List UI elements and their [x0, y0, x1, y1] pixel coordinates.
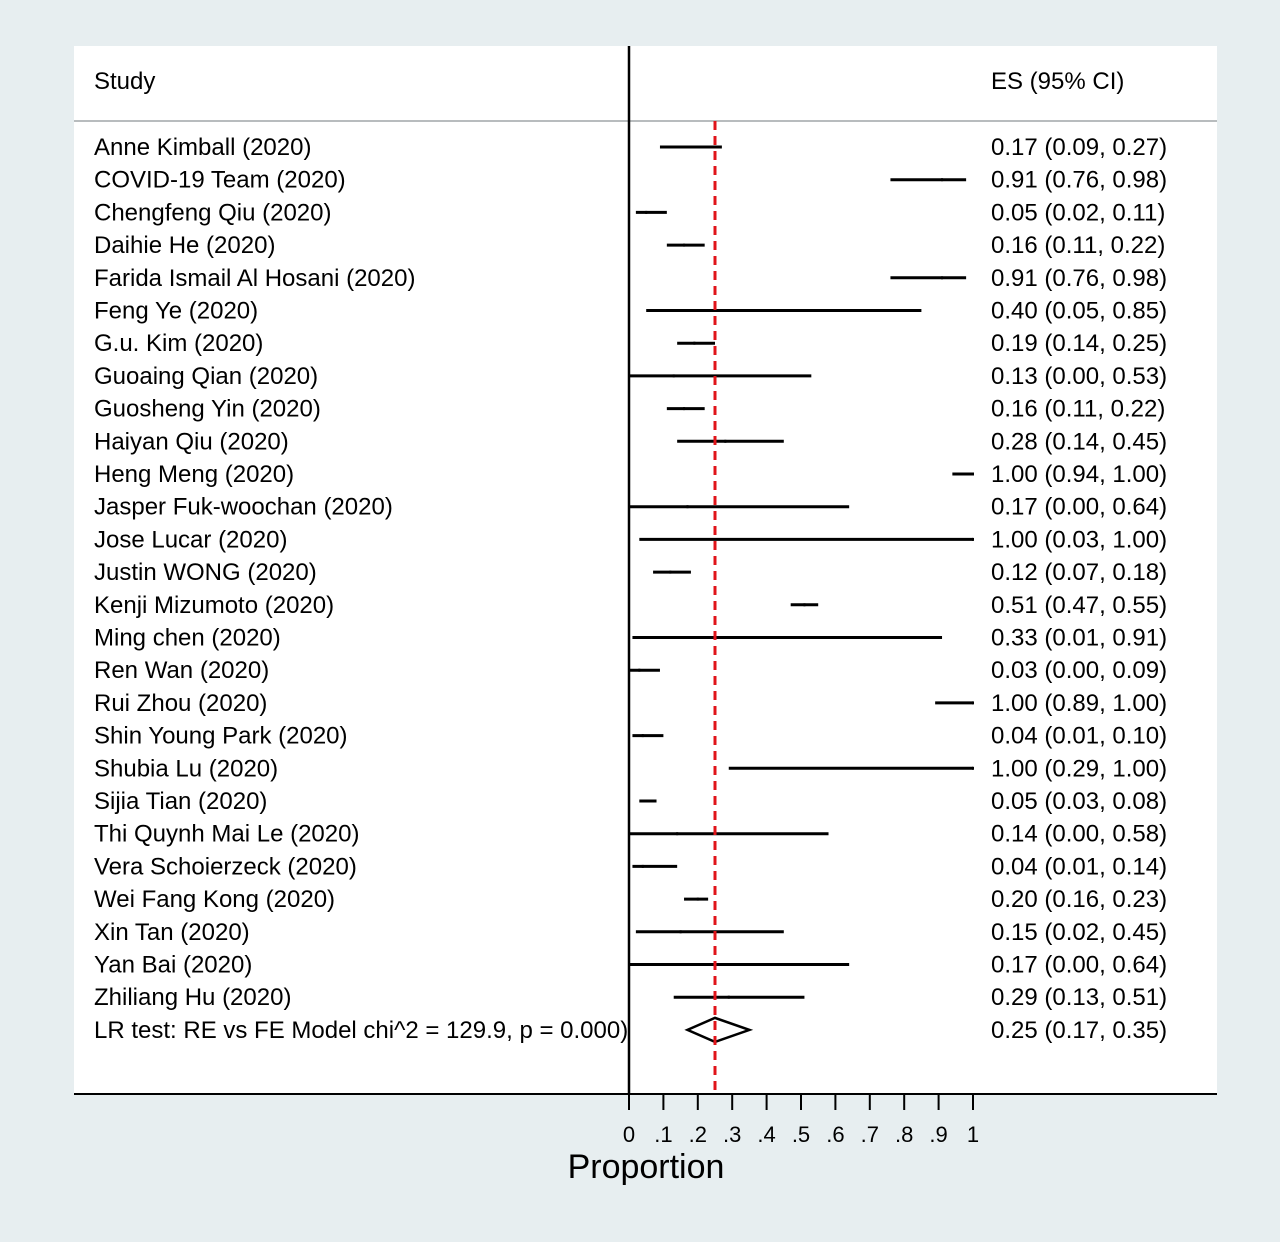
- effect-size-label: 0.16 (0.11, 0.22): [991, 232, 1165, 259]
- effect-size-label: 0.28 (0.14, 0.45): [991, 428, 1167, 455]
- overall-effect-label: 0.25 (0.17, 0.35): [991, 1017, 1167, 1044]
- effect-size-label: 0.15 (0.02, 0.45): [991, 919, 1167, 946]
- x-ticks: 0 .1 .2 .3 .4 .5 .6 .7 .8 .9 1: [623, 1094, 979, 1147]
- study-name: Ming chen (2020): [94, 625, 281, 652]
- effect-size-label: 0.91 (0.76, 0.98): [991, 167, 1167, 194]
- effect-size-label: 0.05 (0.02, 0.11): [991, 199, 1165, 226]
- effect-size-label: 0.33 (0.01, 0.91): [991, 625, 1167, 652]
- study-name: Haiyan Qiu (2020): [94, 428, 289, 455]
- study-name: Shubia Lu (2020): [94, 755, 278, 782]
- study-name: Daihie He (2020): [94, 232, 275, 259]
- effect-size-label: 1.00 (0.94, 1.00): [991, 461, 1167, 488]
- effect-size-label: 0.91 (0.76, 0.98): [991, 265, 1167, 292]
- x-tick-label: .8: [895, 1122, 913, 1147]
- effect-size-label: 0.04 (0.01, 0.10): [991, 723, 1167, 750]
- effect-size-label: 0.17 (0.09, 0.27): [991, 134, 1167, 161]
- ci-marks: [629, 145, 974, 1044]
- effect-size-label: 0.19 (0.14, 0.25): [991, 330, 1167, 357]
- effect-size-label: 0.17 (0.00, 0.64): [991, 952, 1167, 979]
- x-tick-label: .9: [929, 1122, 947, 1147]
- study-name: Thi Quynh Mai Le (2020): [94, 821, 359, 848]
- study-name: Jasper Fuk-woochan (2020): [94, 494, 393, 521]
- study-name: Sijia Tian (2020): [94, 788, 267, 815]
- study-name: Feng Ye (2020): [94, 298, 258, 325]
- study-name: Vera Schoierzeck (2020): [94, 853, 357, 880]
- study-name: Farida Ismail Al Hosani (2020): [94, 265, 415, 292]
- study-name: Anne Kimball (2020): [94, 134, 311, 161]
- x-tick-label: .2: [689, 1122, 707, 1147]
- study-name: Jose Lucar (2020): [94, 526, 287, 553]
- study-name: G.u. Kim (2020): [94, 330, 263, 357]
- effect-size-label: 0.40 (0.05, 0.85): [991, 298, 1167, 325]
- study-name: Justin WONG (2020): [94, 559, 317, 586]
- es-column-header: ES (95% CI): [991, 68, 1124, 95]
- study-name: Shin Young Park (2020): [94, 723, 348, 750]
- es-labels: 0.17 (0.09, 0.27) 0.91 (0.76, 0.98) 0.05 (…: [991, 134, 1167, 1044]
- study-name: Rui Zhou (2020): [94, 690, 267, 717]
- effect-size-label: 0.05 (0.03, 0.08): [991, 788, 1167, 815]
- x-tick-label: .7: [861, 1122, 879, 1147]
- study-name: Wei Fang Kong (2020): [94, 886, 335, 913]
- study-name: Ren Wan (2020): [94, 657, 269, 684]
- effect-size-label: 0.14 (0.00, 0.58): [991, 821, 1167, 848]
- plot-panel: [74, 46, 1217, 1094]
- study-name: Yan Bai (2020): [94, 952, 252, 979]
- study-names: Anne Kimball (2020) COVID-19 Team (2020) C…: [94, 134, 628, 1044]
- effect-size-label: 0.20 (0.16, 0.23): [991, 886, 1167, 913]
- effect-size-label: 0.29 (0.13, 0.51): [991, 984, 1167, 1011]
- x-tick-label: .3: [723, 1122, 741, 1147]
- x-tick-label: .5: [792, 1122, 810, 1147]
- effect-size-label: 1.00 (0.03, 1.00): [991, 526, 1167, 553]
- study-name: Kenji Mizumoto (2020): [94, 592, 334, 619]
- study-name: Guosheng Yin (2020): [94, 396, 321, 423]
- effect-size-label: 1.00 (0.89, 1.00): [991, 690, 1167, 717]
- study-name: Xin Tan (2020): [94, 919, 250, 946]
- effect-size-label: 0.04 (0.01, 0.14): [991, 853, 1167, 880]
- effect-size-label: 1.00 (0.29, 1.00): [991, 755, 1167, 782]
- x-tick-label: .1: [654, 1122, 672, 1147]
- x-tick-label: 1: [967, 1122, 979, 1147]
- x-tick-label: .4: [757, 1122, 775, 1147]
- effect-size-label: 0.03 (0.00, 0.09): [991, 657, 1167, 684]
- study-name: Chengfeng Qiu (2020): [94, 199, 332, 226]
- pooled-diamond: [684, 1016, 754, 1044]
- effect-size-label: 0.51 (0.47, 0.55): [991, 592, 1167, 619]
- x-tick-label: .6: [826, 1122, 844, 1147]
- effect-size-label: 0.12 (0.07, 0.18): [991, 559, 1167, 586]
- effect-size-label: 0.13 (0.00, 0.53): [991, 363, 1167, 390]
- effect-size-label: 0.16 (0.11, 0.22): [991, 396, 1165, 423]
- x-axis-label: Proportion: [568, 1148, 725, 1186]
- study-column-header: Study: [94, 68, 155, 95]
- study-name: COVID-19 Team (2020): [94, 167, 346, 194]
- overall-test-label: LR test: RE vs FE Model chi^2 = 129.9, p…: [94, 1017, 628, 1044]
- study-name: Heng Meng (2020): [94, 461, 294, 488]
- effect-size-label: 0.17 (0.00, 0.64): [991, 494, 1167, 521]
- x-tick-label: 0: [623, 1122, 635, 1147]
- study-name: Zhiliang Hu (2020): [94, 984, 291, 1011]
- study-name: Guoaing Qian (2020): [94, 363, 318, 390]
